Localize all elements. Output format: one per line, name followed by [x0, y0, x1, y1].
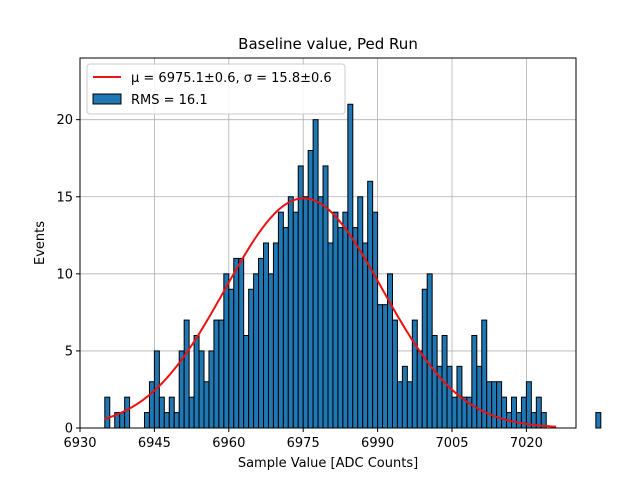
histogram-bar [401, 365, 408, 429]
histogram-bar [337, 227, 344, 429]
histogram-bars [104, 103, 602, 429]
histogram-bar [357, 196, 364, 429]
histogram-bar [218, 319, 225, 429]
histogram-bar [515, 412, 522, 429]
histogram-bar [223, 273, 230, 429]
histogram-bar [124, 396, 131, 429]
histogram-bar [228, 288, 235, 429]
histogram-bar [168, 396, 175, 429]
histogram-bar [362, 242, 369, 429]
y-tick-label: 5 [65, 344, 73, 359]
histogram-bar [446, 365, 453, 429]
x-tick-label: 6960 [212, 436, 245, 451]
histogram-bar [496, 381, 503, 429]
histogram-bar [491, 381, 498, 429]
histogram-bar [302, 196, 309, 429]
y-tick-label: 20 [56, 113, 73, 128]
histogram-bar [416, 350, 423, 429]
histogram-bar [203, 381, 210, 429]
histogram-bar [173, 412, 180, 429]
histogram-bar [377, 304, 384, 429]
histogram-bar [297, 165, 304, 429]
histogram-bar [525, 381, 532, 429]
histogram-bar [451, 396, 458, 429]
histogram-bar [535, 396, 542, 429]
x-tick-label: 6930 [63, 436, 96, 451]
histogram-bar [233, 257, 240, 429]
histogram-bar [396, 381, 403, 429]
x-tick-label: 6945 [138, 436, 171, 451]
histogram-bar [347, 103, 354, 429]
histogram-bar [267, 273, 274, 429]
y-axis-label: Events [33, 221, 48, 265]
x-tick-label: 7005 [435, 436, 468, 451]
histogram-bar [158, 396, 165, 429]
histogram-bar [104, 396, 111, 429]
histogram-bar [501, 396, 508, 429]
histogram-bar [391, 319, 398, 429]
histogram-bar [253, 273, 260, 429]
chart-title: Baseline value, Ped Run [238, 35, 418, 53]
histogram-bar [367, 180, 374, 429]
histogram-bar [382, 304, 389, 429]
legend-box [86, 63, 346, 115]
histogram-bar [387, 273, 393, 429]
x-axis-ticks: 6930 6945 6960 6975 6990 7005 7020 [63, 428, 543, 451]
histogram-bar [342, 211, 349, 429]
x-tick-label: 6975 [287, 436, 320, 451]
histogram-bar [292, 211, 299, 429]
y-axis-ticks: 0 5 10 15 20 [56, 113, 80, 437]
histogram-bar [258, 257, 265, 429]
histogram-bar [119, 412, 126, 429]
legend-rms-label: RMS = 16.1 [131, 93, 208, 108]
histogram-bar [248, 288, 255, 429]
histogram-bar [193, 335, 200, 429]
histogram-bar [263, 242, 269, 429]
histogram-bar [307, 150, 314, 429]
histogram-bar [238, 257, 245, 429]
histogram-bar [426, 273, 433, 429]
histogram-bar [148, 381, 155, 429]
histogram-bar [188, 396, 195, 429]
legend-histogram-swatch [92, 93, 122, 105]
histogram-bar [277, 211, 284, 429]
histogram-bar [352, 227, 359, 429]
histogram-bar [163, 412, 170, 429]
histogram-bar [208, 350, 215, 429]
axes-frame [79, 57, 577, 429]
histogram-bar [431, 335, 438, 429]
histogram-bar [327, 242, 334, 429]
histogram-bar [595, 412, 602, 429]
histogram-bar [287, 196, 294, 429]
x-tick-label: 6990 [361, 436, 394, 451]
histogram-bar [272, 242, 279, 429]
histogram-bar [511, 396, 517, 429]
histogram-bar [406, 381, 413, 429]
histogram-bar [282, 227, 289, 429]
histogram-bar [312, 119, 319, 429]
histogram-bar [317, 196, 324, 429]
histogram-bar [476, 365, 483, 429]
x-axis-label: Sample Value [ADC Counts] [238, 456, 418, 471]
x-tick-label: 7020 [510, 436, 543, 451]
histogram-bar [213, 319, 220, 429]
histogram-bar [332, 211, 339, 429]
histogram-bar [198, 350, 205, 429]
y-tick-label: 15 [56, 190, 73, 205]
y-tick-label: 10 [56, 267, 73, 282]
y-tick-label: 0 [65, 422, 73, 437]
gaussian-fit-curve [104, 197, 557, 428]
histogram-bar [411, 319, 418, 429]
histogram-bar [243, 335, 250, 429]
legend: μ = 6975.1±0.6, σ = 15.8±0.6 RMS = 16.1 [86, 63, 346, 115]
histogram-bar [486, 381, 493, 429]
histogram-bar [143, 412, 150, 429]
legend-fit-label: μ = 6975.1±0.6, σ = 15.8±0.6 [131, 71, 332, 86]
histogram-bar [183, 319, 190, 429]
histogram-bar [471, 335, 478, 429]
histogram-bar [372, 211, 379, 429]
